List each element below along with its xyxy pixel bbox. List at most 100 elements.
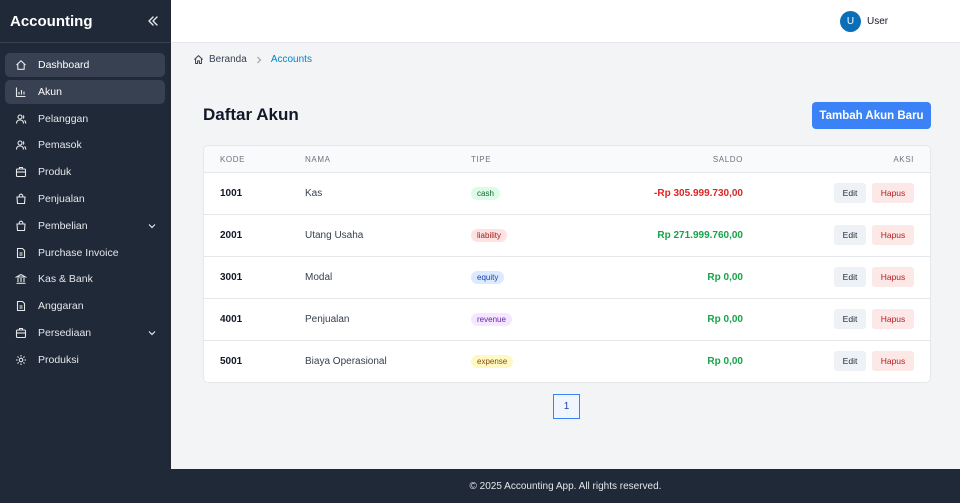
sidebar-item-label: Purchase Invoice [38, 246, 119, 259]
bag-icon [15, 220, 27, 232]
account-balance: Rp 0,00 [707, 272, 743, 283]
row-actions: Edit Hapus [834, 309, 914, 329]
gear-icon [15, 354, 27, 366]
delete-button[interactable]: Hapus [872, 267, 914, 287]
sidebar: Accounting Dashboard Akun Pelanggan Pemasok… [0, 0, 171, 503]
footer-text: © 2025 Accounting App. All rights reserv… [469, 480, 662, 492]
account-balance: Rp 271.999.760,00 [657, 230, 743, 241]
breadcrumb-current[interactable]: Accounts [270, 54, 312, 65]
column-header-kode: KODE [220, 155, 246, 164]
chevron-down-icon [147, 221, 157, 231]
account-type-badge: equity [471, 271, 505, 284]
home-icon [15, 59, 27, 71]
chevron-right-icon [255, 56, 263, 64]
account-name: Biaya Operasional [305, 356, 387, 367]
edit-button[interactable]: Edit [834, 267, 866, 287]
sidebar-item-label: Dashboard [38, 59, 90, 71]
document-icon [15, 300, 27, 312]
sidebar-item-purchase-invoice[interactable]: Purchase Invoice [5, 241, 165, 265]
table-row: 4001 Penjualan revenue Rp 0,00 Edit Hapus [204, 299, 930, 341]
sidebar-item-anggaran[interactable]: Anggaran [5, 294, 165, 318]
account-code: 5001 [220, 356, 243, 367]
row-actions: Edit Hapus [834, 225, 914, 245]
chevron-down-icon [147, 328, 157, 338]
account-balance: Rp 0,00 [707, 314, 743, 325]
collapse-sidebar-icon[interactable] [145, 13, 161, 29]
account-name: Kas [305, 188, 323, 199]
sidebar-item-pembelian[interactable]: Pembelian [5, 214, 165, 238]
table-row: 3001 Modal equity Rp 0,00 Edit Hapus [204, 257, 930, 299]
user-menu[interactable]: U User [840, 11, 888, 32]
sidebar-item-dashboard[interactable]: Dashboard [5, 53, 165, 77]
top-bar: U User [171, 0, 960, 43]
sidebar-nav: Dashboard Akun Pelanggan Pemasok Produk Penju… [0, 43, 171, 372]
table-header: KODE NAMA TIPE SALDO AKSI [204, 146, 930, 173]
sidebar-item-akun[interactable]: Akun [5, 79, 165, 104]
pagination-page-button[interactable]: 1 [553, 394, 580, 419]
page-title: Daftar Akun [203, 105, 299, 124]
avatar: U [840, 11, 861, 32]
account-code: 1001 [220, 188, 243, 199]
account-type-badge: expense [471, 355, 514, 368]
sidebar-item-pemasok[interactable]: Pemasok [5, 133, 165, 157]
sidebar-item-label: Kas & Bank [38, 273, 93, 286]
delete-button[interactable]: Hapus [872, 183, 914, 203]
sidebar-header: Accounting [0, 0, 171, 43]
breadcrumb-home[interactable]: Beranda [209, 54, 247, 65]
account-name: Modal [305, 272, 333, 283]
column-header-aksi: AKSI [893, 155, 914, 164]
sidebar-item-pelanggan[interactable]: Pelanggan [5, 107, 165, 131]
add-account-button[interactable]: Tambah Akun Baru [812, 102, 931, 129]
row-actions: Edit Hapus [834, 351, 914, 371]
table-row: 1001 Kas cash -Rp 305.999.730,00 Edit Hapus [204, 173, 930, 215]
account-type-badge: revenue [471, 313, 512, 326]
bag-icon [15, 193, 27, 205]
sidebar-item-produk[interactable]: Produk [5, 160, 165, 184]
users-icon [15, 139, 27, 151]
document-icon [15, 247, 27, 259]
sidebar-item-persediaan[interactable]: Persediaan [5, 321, 165, 345]
column-header-tipe: TIPE [471, 155, 492, 164]
table-row: 2001 Utang Usaha liability Rp 271.999.760,0… [204, 215, 930, 257]
sidebar-item-label: Anggaran [38, 300, 84, 313]
delete-button[interactable]: Hapus [872, 225, 914, 245]
bank-icon [15, 273, 27, 285]
edit-button[interactable]: Edit [834, 183, 866, 203]
account-balance: Rp 0,00 [707, 356, 743, 367]
account-name: Penjualan [305, 314, 350, 325]
sidebar-item-label: Pemasok [38, 139, 82, 152]
sidebar-item-label: Produksi [38, 353, 79, 366]
sidebar-item-label: Pelanggan [38, 112, 89, 125]
sidebar-item-label: Produk [38, 166, 72, 179]
footer: © 2025 Accounting App. All rights reserv… [171, 469, 960, 503]
delete-button[interactable]: Hapus [872, 351, 914, 371]
sidebar-item-label: Persediaan [38, 326, 92, 339]
account-name: Utang Usaha [305, 230, 364, 241]
user-name: User [867, 16, 889, 27]
delete-button[interactable]: Hapus [872, 309, 914, 329]
table-row: 5001 Biaya Operasional expense Rp 0,00 Edit H… [204, 341, 930, 382]
sidebar-item-produksi[interactable]: Produksi [5, 348, 165, 372]
users-icon [15, 113, 27, 125]
breadcrumb: Beranda Accounts [193, 54, 312, 65]
account-code: 4001 [220, 314, 243, 325]
row-actions: Edit Hapus [834, 183, 914, 203]
account-code: 2001 [220, 230, 243, 241]
box-icon [15, 166, 27, 178]
sidebar-item-label: Akun [38, 85, 62, 98]
home-icon [193, 54, 204, 65]
row-actions: Edit Hapus [834, 267, 914, 287]
sidebar-item-penjualan[interactable]: Penjualan [5, 187, 165, 211]
column-header-saldo: SALDO [712, 155, 743, 164]
account-type-badge: liability [471, 229, 508, 242]
account-type-badge: cash [471, 187, 500, 200]
sidebar-item-label: Penjualan [38, 192, 85, 205]
sidebar-item-kas-bank[interactable]: Kas & Bank [5, 267, 165, 291]
box-icon [15, 327, 27, 339]
table-body: 1001 Kas cash -Rp 305.999.730,00 Edit Hapus 20… [204, 173, 930, 382]
edit-button[interactable]: Edit [834, 309, 866, 329]
accounts-table: KODE NAMA TIPE SALDO AKSI 1001 Kas cash -Rp… [203, 145, 931, 383]
edit-button[interactable]: Edit [834, 351, 866, 371]
account-code: 3001 [220, 272, 243, 283]
edit-button[interactable]: Edit [834, 225, 866, 245]
